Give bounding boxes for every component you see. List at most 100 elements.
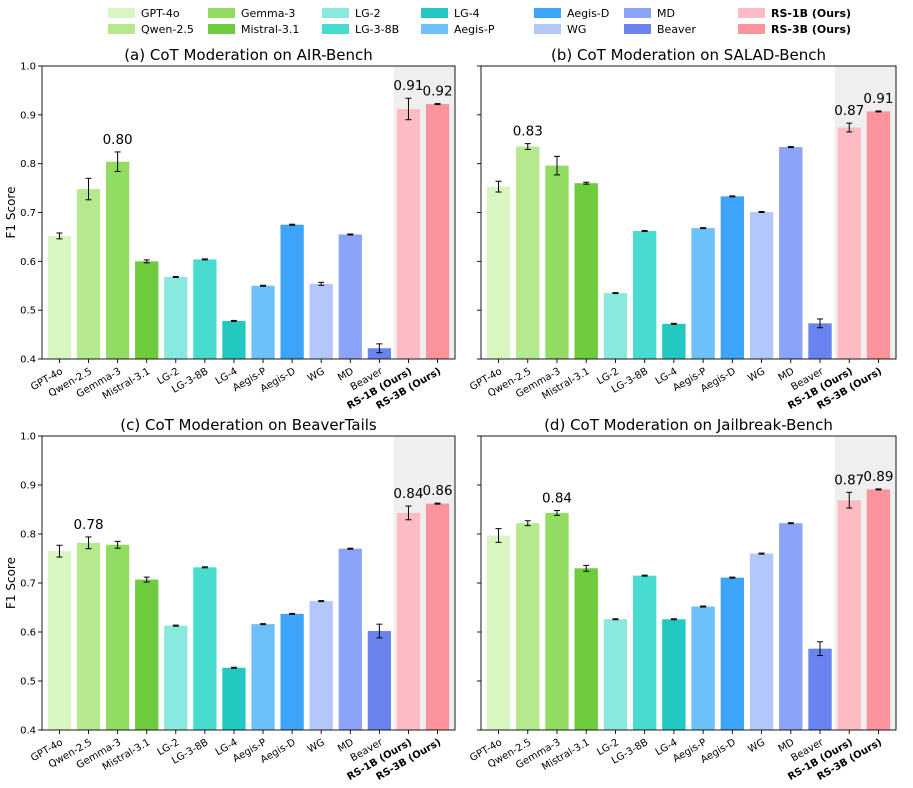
bar-lg-4 xyxy=(222,320,246,359)
bar-wg xyxy=(749,212,774,359)
legend-label-lg-2: LG-2 xyxy=(355,7,381,20)
y-tick-label: 0.7 xyxy=(20,208,36,219)
bar-wg xyxy=(309,601,333,730)
bar-aegis-p xyxy=(691,228,715,359)
y-tick-label: 0.6 xyxy=(20,257,36,268)
legend-label-mistral-3-1: Mistral-3.1 xyxy=(241,23,299,36)
bar-lg-3-8b xyxy=(632,231,657,359)
x-tick-label-wg: WG xyxy=(746,366,767,384)
value-label-gemma-3: 0.84 xyxy=(542,490,572,506)
value-label-rs-1b-ours: 0.91 xyxy=(393,78,423,94)
value-label-rs-1b-ours: 0.84 xyxy=(393,486,423,502)
x-tick-label-wg: WG xyxy=(746,737,767,755)
legend-label-beaver: Beaver xyxy=(657,23,696,36)
bar-beaver xyxy=(808,648,832,730)
bar-gemma-3 xyxy=(545,165,569,359)
legend: GPT-4o Qwen-2.5 Gemma-3 Mistral-3.1 LG-2 LG-3… xyxy=(108,7,851,36)
bar-gpt-4o xyxy=(47,235,72,359)
bar-rs-3b-ours xyxy=(425,503,450,730)
bar-qwen-2-5 xyxy=(76,542,101,730)
legend-swatch-lg-2 xyxy=(322,8,349,18)
legend-swatch-lg-3-8b xyxy=(322,24,349,34)
value-label-rs-3b-ours: 0.89 xyxy=(863,469,893,485)
bar-aegis-d xyxy=(280,224,304,359)
bar-md xyxy=(338,234,362,359)
legend-swatch-aegis-d xyxy=(534,8,561,18)
bar-qwen-2-5 xyxy=(76,189,101,359)
bar-mistral-3-1 xyxy=(135,579,159,730)
chart-title: (d) CoT Moderation on Jailbreak-Bench xyxy=(544,416,833,434)
legend-label-wg: WG xyxy=(567,23,586,36)
bar-aegis-p xyxy=(251,285,275,359)
value-label-rs-1b-ours: 0.87 xyxy=(834,472,864,488)
y-tick-label: 0.7 xyxy=(20,579,36,590)
legend-label-qwen-2-5: Qwen-2.5 xyxy=(141,23,194,36)
y-tick-label: 1.0 xyxy=(20,62,36,73)
legend-swatch-md xyxy=(624,8,651,18)
bar-rs-1b-ours xyxy=(396,512,421,730)
bar-lg-4 xyxy=(662,323,686,359)
bar-gpt-4o xyxy=(47,551,72,730)
legend-swatch-rs-3b-ours xyxy=(738,24,765,34)
value-label-qwen-2-5: 0.78 xyxy=(74,517,104,533)
bar-aegis-p xyxy=(691,606,715,730)
bar-gemma-3 xyxy=(105,161,130,359)
bar-mistral-3-1 xyxy=(135,261,159,359)
bar-aegis-p xyxy=(251,624,275,730)
panel-beavertails: 0.780.84 0.860.40.50.60.70.80.91.0GPT-4oQ… xyxy=(4,416,456,783)
bar-qwen-2-5 xyxy=(516,523,540,730)
bar-mistral-3-1 xyxy=(574,183,598,359)
bar-lg-4 xyxy=(662,619,686,730)
bar-md xyxy=(779,523,803,730)
value-label-rs-3b-ours: 0.91 xyxy=(863,91,893,107)
y-tick-label: 1.0 xyxy=(20,432,36,443)
y-tick-label: 0.8 xyxy=(20,159,36,170)
value-label-rs-3b-ours: 0.86 xyxy=(423,483,453,499)
legend-swatch-mistral-3-1 xyxy=(208,24,235,34)
y-axis-label: F1 Score xyxy=(4,187,18,239)
bar-aegis-d xyxy=(720,577,745,730)
panel-salad-bench: 0.830.870.91GPT-4oQwen-2.5Gemma-3Mistral… xyxy=(468,46,897,412)
legend-label-md: MD xyxy=(657,7,675,20)
legend-swatch-aegis-p xyxy=(421,24,448,34)
bar-lg-4 xyxy=(222,667,246,730)
bar-lg-3-8b xyxy=(193,567,217,730)
bar-mistral-3-1 xyxy=(574,568,598,730)
legend-swatch-wg xyxy=(534,24,561,34)
chart-title: (b) CoT Moderation on SALAD-Bench xyxy=(551,46,826,64)
y-tick-label: 0.9 xyxy=(20,481,36,492)
bar-gemma-3 xyxy=(105,544,130,730)
legend-label-gemma-3: Gemma-3 xyxy=(241,7,295,20)
legend-swatch-gpt-4o xyxy=(108,8,135,18)
bar-gemma-3 xyxy=(545,512,569,730)
legend-label-aegis-p: Aegis-P xyxy=(454,23,495,36)
bar-lg-3-8b xyxy=(632,575,657,730)
legend-swatch-gemma-3 xyxy=(208,8,235,18)
legend-swatch-qwen-2-5 xyxy=(108,24,135,34)
legend-swatch-beaver xyxy=(624,24,651,34)
bar-beaver xyxy=(367,631,392,730)
y-tick-label: 0.4 xyxy=(20,355,36,366)
y-tick-label: 0.6 xyxy=(20,628,36,639)
panel-jailbreak-bench: 0.840.87 0.89GPT-4oQwen-2.5Gemma-3Mistral… xyxy=(468,416,897,783)
chart-title: (a) CoT Moderation on AIR-Bench xyxy=(124,46,373,64)
bar-rs-1b-ours xyxy=(837,127,861,359)
legend-label-lg-3-8b: LG-3-8B xyxy=(355,23,399,36)
bar-lg-2 xyxy=(603,619,628,730)
bar-lg-2 xyxy=(164,625,188,730)
bar-beaver xyxy=(808,323,832,359)
legend-swatch-rs-1b-ours xyxy=(738,8,765,18)
bar-rs-3b-ours xyxy=(866,111,891,359)
bar-aegis-d xyxy=(280,613,304,730)
y-tick-label: 0.5 xyxy=(20,306,36,317)
axes-frame xyxy=(41,435,456,731)
value-label-gemma-3: 0.80 xyxy=(103,132,133,148)
y-tick-label: 0.5 xyxy=(20,677,36,688)
bar-rs-1b-ours xyxy=(837,500,861,730)
bar-beaver xyxy=(367,348,392,359)
legend-label-gpt-4o: GPT-4o xyxy=(141,7,180,20)
axes-frame xyxy=(41,65,456,360)
bar-md xyxy=(338,548,362,730)
value-label-qwen-2-5: 0.83 xyxy=(513,124,543,140)
y-tick-label: 0.8 xyxy=(20,530,36,541)
